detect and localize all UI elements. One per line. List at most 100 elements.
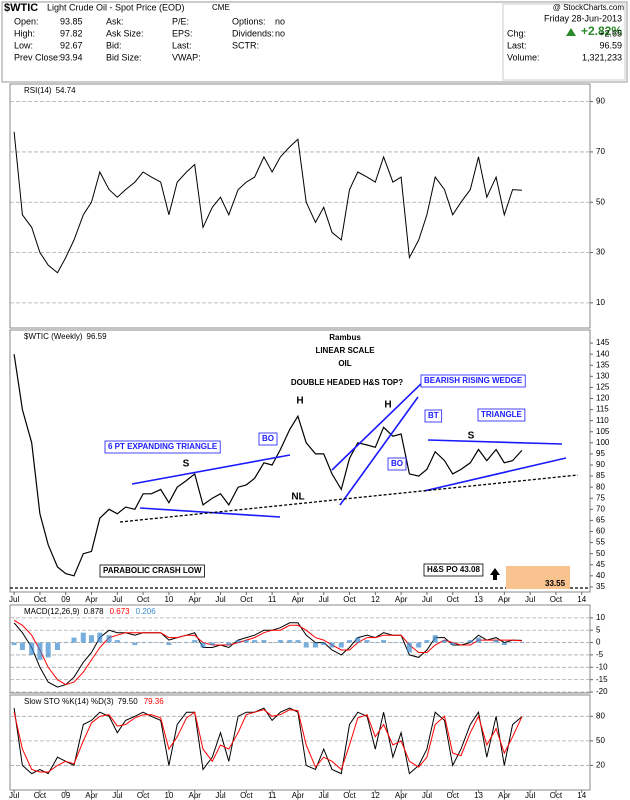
histogram-bar bbox=[218, 642, 224, 644]
y-tick-label: 120 bbox=[596, 394, 610, 403]
trend-line bbox=[131, 454, 291, 485]
y-tick-label: 125 bbox=[596, 383, 610, 392]
panel-frame bbox=[9, 83, 591, 329]
y-tick-label: 70 bbox=[596, 147, 605, 156]
x-tick-label: Apr bbox=[189, 791, 202, 800]
field-value: 93.94 bbox=[60, 52, 83, 62]
x-tick-label: Apr bbox=[292, 791, 305, 800]
readout: 0.206 bbox=[136, 607, 157, 616]
date: 28-Jun-2013 bbox=[571, 13, 622, 23]
histogram-bar bbox=[432, 635, 438, 643]
quote-box bbox=[502, 3, 626, 81]
readout: 0.878 bbox=[84, 607, 105, 616]
panel-title: $WTIC (Weekly) bbox=[24, 332, 83, 341]
annotation-box bbox=[423, 563, 484, 577]
security-name: Light Crude Oil - Spot Price (EOD) bbox=[47, 2, 185, 12]
trend-line bbox=[331, 379, 426, 471]
y-tick-label: 45 bbox=[596, 560, 605, 569]
histogram-bar bbox=[80, 632, 86, 643]
up-arrow bbox=[566, 28, 576, 36]
annotation: PARABOLIC CRASH LOW bbox=[103, 566, 202, 575]
histogram-bar bbox=[11, 642, 17, 646]
x-tick-label: Oct bbox=[447, 791, 460, 800]
x-tick-label: Apr bbox=[395, 791, 408, 800]
histogram-bar bbox=[54, 642, 60, 650]
quote-label: Chg: bbox=[507, 28, 526, 38]
histogram-bar bbox=[148, 642, 154, 644]
y-tick-label: 115 bbox=[596, 405, 609, 414]
histogram-bar bbox=[390, 642, 396, 644]
histogram-bar bbox=[458, 642, 464, 644]
x-tick-label: 12 bbox=[371, 595, 380, 604]
histogram-bar bbox=[45, 642, 51, 658]
histogram-bar bbox=[243, 640, 249, 643]
x-tick-label: Oct bbox=[550, 791, 563, 800]
annotation: S bbox=[468, 431, 475, 442]
histogram-bar bbox=[467, 640, 473, 643]
histogram-bar bbox=[174, 642, 180, 644]
field-label: Ask Size: bbox=[106, 28, 144, 38]
y-tick-label: -5 bbox=[596, 650, 604, 659]
annotation-box bbox=[420, 374, 526, 388]
y-tick-label: 105 bbox=[596, 427, 610, 436]
panel-title: RSI(14) bbox=[24, 86, 52, 95]
histogram-bar bbox=[114, 640, 120, 643]
histogram-bar bbox=[303, 642, 309, 648]
annotation: TRIANGLE bbox=[481, 410, 523, 419]
y-tick-label: -10 bbox=[596, 662, 608, 671]
y-tick-label: 135 bbox=[596, 360, 610, 369]
histogram-bar bbox=[97, 632, 103, 643]
histogram-bar bbox=[338, 642, 344, 648]
x-tick-label: 13 bbox=[474, 595, 483, 604]
histogram-bar bbox=[63, 642, 69, 644]
percent-change: +2.82% bbox=[581, 24, 622, 38]
symbol: $WTIC bbox=[4, 2, 38, 14]
histogram-bar bbox=[398, 642, 404, 644]
quote-value: +2.65 bbox=[599, 28, 622, 38]
annotation: H bbox=[384, 400, 391, 411]
annotation-box bbox=[387, 457, 407, 471]
x-tick-label: 09 bbox=[61, 595, 70, 604]
annotation: 6 PT EXPANDING TRIANGLE bbox=[108, 442, 218, 451]
y-tick-label: 90 bbox=[596, 97, 605, 106]
y-tick-label: 40 bbox=[596, 571, 605, 580]
annotation: H&S PO 43.08 bbox=[427, 565, 480, 574]
annotation: 33.55 bbox=[545, 579, 566, 588]
x-tick-label: Oct bbox=[240, 791, 253, 800]
y-tick-label: 50 bbox=[596, 549, 605, 558]
annotation-box bbox=[99, 564, 205, 578]
y-tick-label: 95 bbox=[596, 449, 605, 458]
histogram-bar bbox=[106, 635, 112, 643]
field-label: VWAP: bbox=[172, 52, 201, 62]
annotation: S bbox=[183, 459, 190, 470]
y-tick-label: 70 bbox=[596, 504, 605, 513]
x-tick-label: Jul bbox=[112, 595, 122, 604]
x-tick-label: 14 bbox=[577, 791, 586, 800]
x-tick-label: Apr bbox=[85, 595, 98, 604]
y-tick-label: 100 bbox=[596, 438, 610, 447]
series-line bbox=[13, 707, 523, 775]
y-tick-label: 130 bbox=[596, 371, 610, 380]
y-tick-label: 30 bbox=[596, 248, 605, 257]
quote-label: Last: bbox=[507, 40, 527, 50]
histogram-bar bbox=[484, 642, 490, 644]
histogram-bar bbox=[226, 642, 232, 646]
histogram-bar bbox=[355, 637, 361, 643]
y-tick-label: 80 bbox=[596, 711, 605, 720]
histogram-bar bbox=[312, 642, 318, 648]
x-tick-label: 11 bbox=[268, 791, 277, 800]
panel-title: Slow STO %K(14) %D(3) bbox=[24, 697, 114, 706]
histogram-bar bbox=[364, 640, 370, 643]
y-tick-label: 65 bbox=[596, 516, 605, 525]
histogram-bar bbox=[321, 642, 327, 646]
panel-frame bbox=[9, 694, 591, 791]
x-tick-label: Oct bbox=[137, 791, 150, 800]
y-tick-label: 75 bbox=[596, 493, 605, 502]
histogram-bar bbox=[140, 642, 146, 644]
readout: 79.50 bbox=[118, 697, 139, 706]
panel-frame bbox=[9, 329, 591, 593]
field-label: Dividends: bbox=[232, 28, 274, 38]
x-tick-label: Oct bbox=[343, 791, 356, 800]
histogram-bar bbox=[347, 640, 353, 643]
series-line bbox=[13, 709, 523, 773]
